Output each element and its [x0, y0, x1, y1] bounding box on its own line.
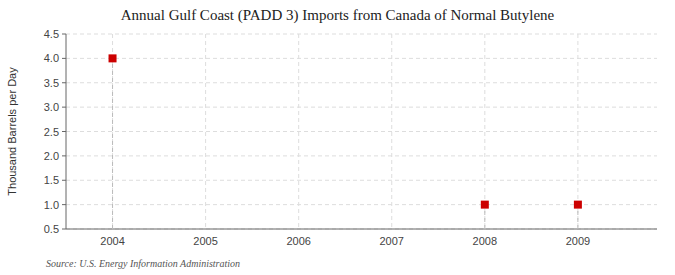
source-note: Source: U.S. Energy Information Administ…	[46, 258, 240, 269]
x-grid-line	[577, 34, 578, 229]
y-tick	[62, 155, 66, 156]
y-tick-label: 2.5	[44, 126, 59, 138]
x-tick-label: 2006	[286, 235, 310, 247]
x-tick-label: 2009	[566, 235, 590, 247]
x-tick-label: 2004	[100, 235, 124, 247]
x-grid-line	[391, 34, 392, 229]
y-grid-line	[66, 204, 657, 205]
y-grid-line	[66, 155, 657, 156]
y-axis-label: Thousand Barrels per Day	[6, 67, 18, 196]
y-axis-line	[66, 34, 67, 229]
background	[0, 0, 675, 275]
y-tick-label: 4.0	[44, 52, 59, 64]
y-grid-line	[66, 107, 657, 108]
y-tick	[62, 131, 66, 132]
data-point	[574, 201, 582, 209]
plot-area	[109, 54, 582, 229]
y-tick-label: 2.0	[44, 150, 59, 162]
y-tick-label: 4.5	[44, 28, 59, 40]
y-tick	[62, 82, 66, 83]
y-grid-line	[66, 229, 657, 230]
y-grid-line	[66, 180, 657, 181]
axes: 0.5 1.0 1.5 2.0 2.5 3.0 3.5 4.0 4.5 2004 2005 2006 2…	[44, 28, 657, 247]
y-tick	[62, 107, 66, 108]
grid	[66, 34, 657, 229]
y-tick-label: 3.5	[44, 77, 59, 89]
x-tick-label: 2005	[193, 235, 217, 247]
data-point	[481, 201, 489, 209]
y-grid-line	[66, 34, 657, 35]
y-tick-label: 1.5	[44, 174, 59, 186]
chart: Annual Gulf Coast (PADD 3) Imports from …	[0, 0, 675, 275]
y-grid-line	[66, 82, 657, 83]
y-tick	[62, 180, 66, 181]
data-point	[109, 54, 117, 62]
x-tick-label: 2007	[380, 235, 404, 247]
drop-line	[112, 58, 113, 229]
y-tick	[62, 229, 66, 230]
title: Annual Gulf Coast (PADD 3) Imports from …	[121, 7, 555, 24]
x-tick-label: 2008	[473, 235, 497, 247]
y-tick	[62, 204, 66, 205]
y-tick-label: 0.5	[44, 223, 59, 235]
x-axis-line	[66, 229, 657, 230]
x-grid-line	[298, 34, 299, 229]
y-tick	[62, 34, 66, 35]
x-grid-line	[484, 34, 485, 229]
x-grid-line	[205, 34, 206, 229]
y-grid-line	[66, 131, 657, 132]
y-tick-label: 3.0	[44, 101, 59, 113]
y-tick-label: 1.0	[44, 199, 59, 211]
y-tick	[62, 58, 66, 59]
x-grid-line	[112, 34, 113, 229]
y-grid-line	[66, 58, 657, 59]
